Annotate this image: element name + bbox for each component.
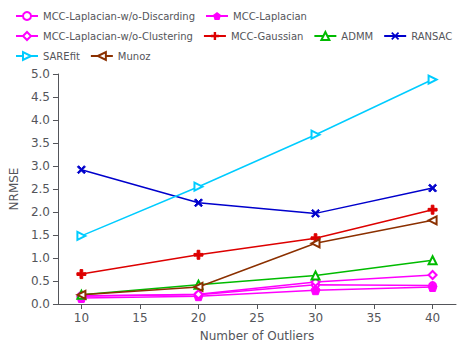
svg-text:4.0: 4.0: [31, 113, 50, 127]
svg-text:30: 30: [308, 311, 323, 325]
svg-text:MCC-Laplacian: MCC-Laplacian: [233, 11, 307, 22]
svg-text:2.0: 2.0: [31, 205, 50, 219]
svg-text:40: 40: [425, 311, 440, 325]
svg-text:10: 10: [74, 311, 89, 325]
svg-text:3.5: 3.5: [31, 136, 50, 150]
svg-text:1.0: 1.0: [31, 251, 50, 265]
svg-text:Number of Outliers: Number of Outliers: [200, 329, 314, 343]
svg-text:35: 35: [366, 311, 381, 325]
svg-text:ADMM: ADMM: [341, 31, 373, 42]
svg-text:NRMSE: NRMSE: [7, 168, 21, 211]
svg-text:0.5: 0.5: [31, 274, 50, 288]
svg-text:4.5: 4.5: [31, 90, 50, 104]
svg-text:20: 20: [191, 311, 206, 325]
svg-text:Munoz: Munoz: [118, 51, 151, 62]
svg-text:MCC-Gaussian: MCC-Gaussian: [231, 31, 303, 42]
svg-text:MCC-Laplacian-w/o-Clustering: MCC-Laplacian-w/o-Clustering: [43, 31, 193, 42]
svg-text:0.0: 0.0: [31, 297, 50, 311]
svg-text:3.0: 3.0: [31, 159, 50, 173]
svg-text:RANSAC: RANSAC: [411, 31, 452, 42]
svg-text:MCC-Laplacian-w/o-Discarding: MCC-Laplacian-w/o-Discarding: [43, 11, 195, 22]
svg-text:1.5: 1.5: [31, 228, 50, 242]
svg-text:SAREfit: SAREfit: [43, 51, 80, 62]
svg-text:2.5: 2.5: [31, 182, 50, 196]
svg-text:15: 15: [132, 311, 147, 325]
svg-text:25: 25: [249, 311, 264, 325]
svg-text:5.0: 5.0: [31, 67, 50, 81]
